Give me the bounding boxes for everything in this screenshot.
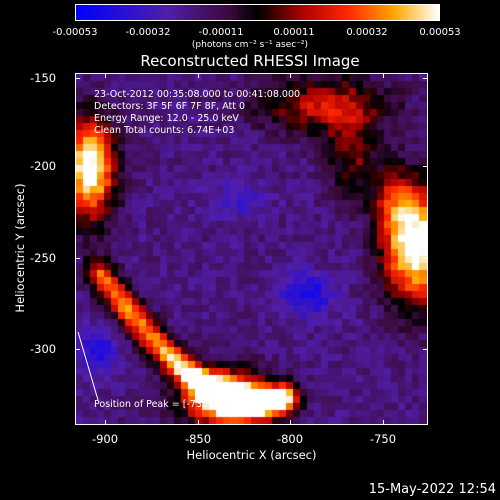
axis-tick-mark xyxy=(423,78,428,79)
x-tick-label: -850 xyxy=(184,432,212,446)
peak-position-label: Position of Peak = [-733,-248] xyxy=(94,399,237,410)
axis-tick-mark xyxy=(75,78,80,79)
time-range-label: 23-Oct-2012 00:35:08.000 to 00:41:08.000 xyxy=(94,89,301,100)
colorbar-tick: 0.00053 xyxy=(419,27,461,38)
x-tick-label: -800 xyxy=(276,432,304,446)
axis-tick-mark xyxy=(75,166,80,167)
peak-pointer xyxy=(77,331,99,401)
axis-tick-mark xyxy=(423,258,428,259)
axis-tick-mark xyxy=(105,73,106,78)
colorbar-tick: -0.00032 xyxy=(125,27,171,38)
y-tick-label: -200 xyxy=(30,159,57,173)
axis-tick-mark xyxy=(290,73,291,78)
colorbar-tick: -0.00053 xyxy=(52,27,98,38)
axis-tick-mark xyxy=(75,349,80,350)
axis-tick-mark xyxy=(423,166,428,167)
solar-image xyxy=(76,74,427,424)
detectors-label: Detectors: 3F 5F 6F 7F 8F, Att 0 xyxy=(94,101,246,112)
axis-tick-mark xyxy=(198,73,199,78)
y-tick-label: -300 xyxy=(30,342,57,356)
image-title: Reconstructed RHESSI Image xyxy=(140,52,360,70)
colorbar-units: (photons cm⁻² s⁻¹ asec⁻²) xyxy=(191,40,309,50)
y-tick-label: -150 xyxy=(30,71,57,85)
image-frame: 23-Oct-2012 00:35:08.000 to 00:41:08.000… xyxy=(75,73,428,425)
y-tick-label: -250 xyxy=(30,251,57,265)
energy-range-label: Energy Range: 12.0 - 25.0 keV xyxy=(94,113,239,124)
y-axis-label: Heliocentric Y (arcsec) xyxy=(13,183,27,313)
colorbar-tick: 0.00011 xyxy=(273,27,315,38)
x-axis-label: Heliocentric X (arcsec) xyxy=(186,448,317,462)
axis-tick-mark xyxy=(383,420,384,425)
colorbar-tick: 0.00032 xyxy=(346,27,388,38)
axis-tick-mark xyxy=(75,258,80,259)
timestamp: 15-May-2022 12:54 xyxy=(368,482,496,497)
x-tick-label: -900 xyxy=(91,432,119,446)
axis-tick-mark xyxy=(290,420,291,425)
axis-tick-mark xyxy=(105,420,106,425)
axis-tick-mark xyxy=(198,420,199,425)
colorbar-tick: -0.00011 xyxy=(198,27,244,38)
axis-tick-mark xyxy=(383,73,384,78)
x-tick-label: -750 xyxy=(369,432,397,446)
colorbar xyxy=(75,4,440,21)
axis-tick-mark xyxy=(423,349,428,350)
total-counts-label: Clean Total counts: 6.74E+03 xyxy=(94,125,235,136)
